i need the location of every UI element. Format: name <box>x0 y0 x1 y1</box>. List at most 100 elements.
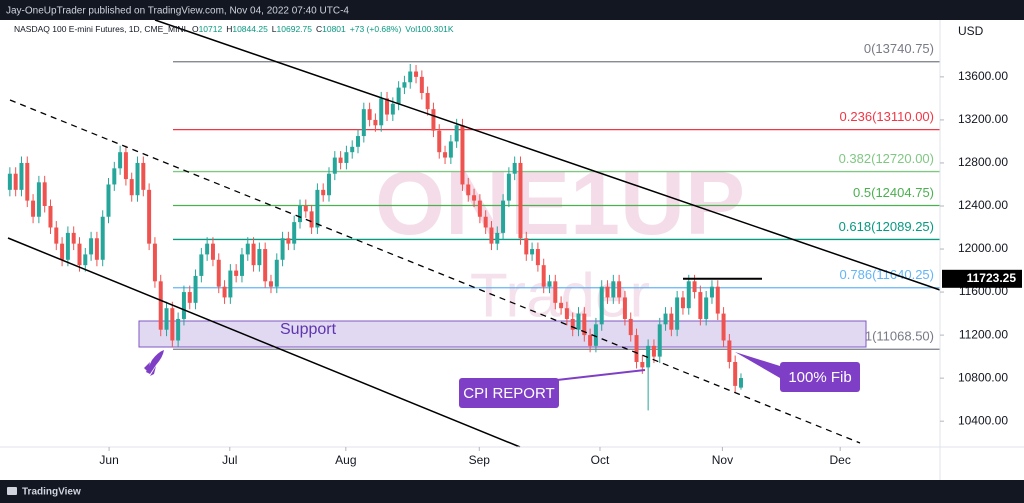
y-tick-label: 12400.00 <box>958 198 1008 212</box>
candle-body <box>721 313 726 341</box>
candle-body <box>36 182 41 217</box>
candle-body <box>675 297 680 330</box>
candle-body <box>245 243 250 255</box>
candle-body <box>651 345 656 357</box>
bottom-bar <box>0 480 1024 503</box>
fib-label: 0.618(12089.25) <box>839 219 934 234</box>
candle-body <box>547 281 552 287</box>
candle-body <box>263 249 268 282</box>
candle-body <box>466 184 471 196</box>
x-tick-label: Jul <box>222 453 237 467</box>
callout-text: 100% Fib <box>788 369 851 386</box>
candle-body <box>77 243 82 266</box>
candle-body <box>419 76 424 94</box>
fib-label: 0.786(11640.25) <box>840 267 934 282</box>
watermark-logo: ONE1UP <box>375 154 745 254</box>
candle-body <box>414 71 419 77</box>
candle-body <box>187 292 192 303</box>
symbol-part: L <box>272 24 277 34</box>
candle-body <box>280 238 285 260</box>
candle-body <box>385 98 390 115</box>
candle-body <box>518 162 523 239</box>
candle-body <box>646 345 651 368</box>
candle-body <box>390 103 395 115</box>
candle-body <box>709 286 714 298</box>
price-tag-label: 11723.25 <box>967 271 1017 285</box>
candle-body <box>437 130 442 153</box>
candle-body <box>704 297 709 319</box>
candle-body <box>315 189 320 228</box>
candle-body <box>158 281 163 330</box>
candle-body <box>193 275 198 303</box>
candle-body <box>94 238 99 260</box>
candle-body <box>472 195 477 201</box>
candle-body <box>680 297 685 309</box>
callout-pointer <box>556 369 646 381</box>
candle-body <box>582 313 587 336</box>
candle-body <box>135 162 140 196</box>
candle-body <box>71 232 76 244</box>
candle-body <box>379 98 384 126</box>
candle-body <box>327 173 331 196</box>
candle-body <box>54 227 59 244</box>
fib-label: 0(13740.75) <box>864 41 934 56</box>
candle-body <box>402 82 407 88</box>
candle-body <box>599 286 604 325</box>
candle-body <box>228 270 233 298</box>
candle-body <box>640 362 645 368</box>
candle-body <box>489 227 494 244</box>
candle-body <box>321 189 326 196</box>
candle-body <box>48 205 53 228</box>
candle-body <box>373 119 378 126</box>
candle-body <box>593 324 598 346</box>
candle-body <box>205 243 210 255</box>
candle-body <box>495 232 500 244</box>
callout-box <box>780 362 860 392</box>
symbol-part: +73 (+0.68%) <box>350 24 402 34</box>
candle-body <box>176 318 181 341</box>
candle-body <box>431 109 436 131</box>
candle-body <box>733 362 738 386</box>
watermark-sub: Trader <box>470 261 650 330</box>
x-tick-label: Aug <box>335 453 356 467</box>
candle-body <box>297 205 302 223</box>
y-tick-label: 12800.00 <box>958 155 1008 169</box>
trend-line <box>7 237 521 448</box>
candle-body <box>25 162 30 201</box>
candle-body <box>222 286 227 298</box>
candle-body <box>350 146 355 153</box>
candle-body <box>512 162 517 174</box>
candle-body <box>123 152 128 180</box>
candle-body <box>257 249 262 266</box>
symbol-part: 10801 <box>322 24 346 34</box>
candle-body <box>141 162 146 190</box>
candle-body <box>234 270 239 276</box>
candle-body <box>698 292 703 319</box>
candle-body <box>274 259 279 287</box>
candle-body <box>541 265 546 287</box>
tv-logo <box>7 487 17 495</box>
candle-body <box>309 211 314 228</box>
callout-pointer <box>735 352 780 378</box>
candle-body <box>425 93 430 110</box>
candle-body <box>100 216 105 260</box>
candle-body <box>303 205 308 212</box>
callout-text: CPI REPORT <box>463 385 554 402</box>
candle-body <box>292 222 297 244</box>
footer-brand: TradingView <box>22 487 81 498</box>
candle-body <box>715 286 720 314</box>
candle-body <box>477 200 482 217</box>
symbol-part: H <box>226 24 232 34</box>
candle-body <box>7 173 12 190</box>
candle-body <box>83 254 88 266</box>
candle-body <box>344 152 349 163</box>
candle-body <box>460 125 465 185</box>
y-tick-label: 12000.00 <box>958 241 1008 255</box>
candle-body <box>112 168 117 185</box>
candle-body <box>152 243 157 282</box>
candle-body <box>42 182 47 206</box>
y-tick-label: 13200.00 <box>958 112 1008 126</box>
candle-body <box>448 141 453 158</box>
